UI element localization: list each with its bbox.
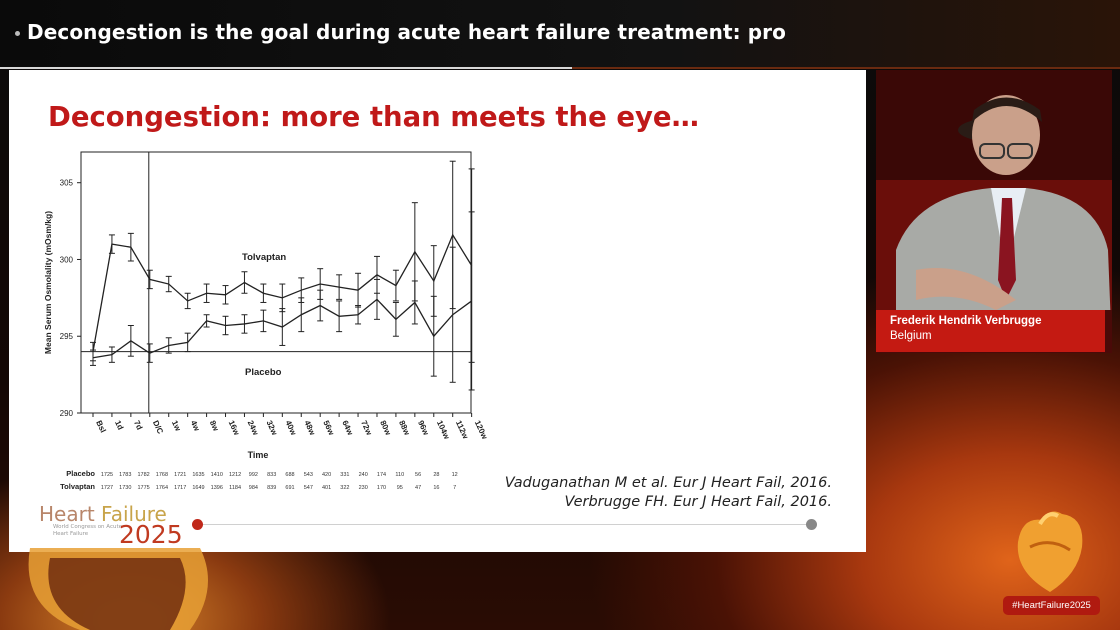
n-table-value: 984 bbox=[249, 485, 258, 491]
n-table-value: 1730 bbox=[119, 485, 131, 491]
timeline-start-dot bbox=[192, 519, 203, 530]
slide-title: Decongestion: more than meets the eye… bbox=[48, 101, 700, 133]
n-table-value: 174 bbox=[377, 472, 386, 478]
progress-divider bbox=[0, 67, 572, 69]
session-title: Decongestion is the goal during acute he… bbox=[27, 20, 786, 44]
title-bar: Decongestion is the goal during acute he… bbox=[0, 0, 1120, 68]
n-table-value: 95 bbox=[397, 485, 403, 491]
speaker-name: Frederik Hendrik Verbrugge bbox=[890, 315, 1042, 327]
x-tick-label: 64w bbox=[340, 419, 355, 437]
reference-2: Verbrugge FH. Eur J Heart Fail, 2016. bbox=[564, 494, 833, 510]
x-tick-label: 104w bbox=[435, 419, 452, 441]
x-tick-label: 1d bbox=[113, 419, 125, 431]
logo-heart: Heart bbox=[39, 502, 102, 526]
n-table-value: 691 bbox=[285, 485, 294, 491]
n-table-value: 1635 bbox=[192, 472, 204, 478]
heart-decoration-left bbox=[28, 548, 209, 630]
n-table-value: 992 bbox=[249, 472, 258, 478]
presentation-slide: Decongestion: more than meets the eye… 2… bbox=[9, 70, 866, 552]
x-tick-label: Bsl bbox=[94, 419, 107, 434]
n-table-value: 230 bbox=[359, 485, 368, 491]
n-table-value: 1717 bbox=[174, 485, 186, 491]
n-table-value: 401 bbox=[322, 485, 331, 491]
timeline-end-dot bbox=[806, 519, 817, 530]
references: Vaduganathan M et al. Eur J Heart Fail, … bbox=[505, 474, 832, 512]
x-tick-label: 24w bbox=[246, 419, 261, 437]
n-table-value: 1775 bbox=[137, 485, 149, 491]
x-tick-label: 96w bbox=[416, 419, 431, 437]
n-table-value: 1396 bbox=[211, 485, 223, 491]
series-label-tolvaptan: Tolvaptan bbox=[242, 252, 286, 263]
n-table-value: 1725 bbox=[101, 472, 113, 478]
speaker-country: Belgium bbox=[890, 330, 932, 342]
n-table-value: 16 bbox=[433, 485, 439, 491]
x-tick-label: 8w bbox=[208, 419, 221, 433]
n-table-value: 420 bbox=[322, 472, 331, 478]
heart-failure-logo: Heart Failure World Congress on Acute He… bbox=[39, 502, 183, 549]
n-table-value: 331 bbox=[340, 472, 349, 478]
n-table-value: 7 bbox=[453, 485, 456, 491]
x-tick-label: 112w bbox=[454, 419, 471, 441]
n-table-value: 543 bbox=[304, 472, 313, 478]
n-table-value: 688 bbox=[285, 472, 294, 478]
logo-failure: Failure bbox=[101, 502, 167, 526]
n-table-value: 1721 bbox=[174, 472, 186, 478]
heart-icon bbox=[1017, 511, 1083, 592]
x-tick-label: 56w bbox=[321, 419, 336, 437]
bullet-icon bbox=[15, 31, 20, 36]
x-tick-label: 48w bbox=[302, 419, 317, 437]
n-table-value: 1783 bbox=[119, 472, 131, 478]
x-axis-label: Time bbox=[248, 450, 269, 460]
n-table-value: 12 bbox=[452, 472, 458, 478]
n-table-value: 240 bbox=[359, 472, 368, 478]
x-tick-label: 80w bbox=[378, 419, 393, 437]
reference-1: Vaduganathan M et al. Eur J Heart Fail, … bbox=[504, 475, 832, 491]
x-tick-label: 40w bbox=[284, 419, 299, 437]
n-table-value: 322 bbox=[340, 485, 349, 491]
y-tick-label: 290 bbox=[60, 409, 74, 418]
n-table-value: 1649 bbox=[192, 485, 204, 491]
n-table-value: 170 bbox=[377, 485, 386, 491]
n-table-value: 1410 bbox=[211, 472, 223, 478]
y-tick-label: 300 bbox=[60, 255, 74, 264]
y-tick-label: 305 bbox=[60, 179, 74, 188]
x-tick-label: 120w bbox=[473, 419, 490, 441]
n-table-value: 56 bbox=[415, 472, 421, 478]
x-tick-label: 88w bbox=[397, 419, 412, 437]
n-table-value: 1764 bbox=[156, 485, 168, 491]
slide-timeline bbox=[199, 524, 811, 525]
speaker-name-tag: Frederik Hendrik Verbrugge Belgium bbox=[876, 310, 1105, 352]
divider bbox=[572, 67, 1120, 69]
n-table-value: 28 bbox=[433, 472, 439, 478]
hashtag-badge: #HeartFailure2025 bbox=[1003, 596, 1100, 615]
x-tick-label: 16w bbox=[227, 419, 242, 437]
plot-frame bbox=[80, 151, 472, 414]
n-table-value: 1768 bbox=[156, 472, 168, 478]
x-tick-label: 1w bbox=[170, 419, 183, 433]
x-tick-label: 4w bbox=[189, 419, 202, 433]
n-table-label: Tolvaptan bbox=[60, 482, 95, 491]
n-table-value: 1212 bbox=[229, 472, 241, 478]
n-table-value: 47 bbox=[415, 485, 421, 491]
series-label-placebo: Placebo bbox=[245, 367, 282, 378]
x-tick-label: 32w bbox=[265, 419, 280, 437]
n-table-value: 833 bbox=[267, 472, 276, 478]
logo-subtitle: World Congress on Acute Heart Failure bbox=[53, 524, 123, 537]
x-tick-label: D/C bbox=[151, 419, 165, 435]
n-table-value: 839 bbox=[267, 485, 276, 491]
y-axis-label: Mean Serum Osmolality (mOsm/kg) bbox=[43, 211, 53, 354]
n-table-value: 110 bbox=[395, 472, 404, 478]
n-table-value: 1184 bbox=[229, 485, 241, 491]
x-tick-label: 72w bbox=[359, 419, 374, 437]
n-table-value: 547 bbox=[304, 485, 313, 491]
n-table-value: 1727 bbox=[101, 485, 113, 491]
logo-year: 2025 bbox=[119, 520, 183, 549]
n-table-label: Placebo bbox=[66, 469, 95, 478]
y-tick-label: 295 bbox=[60, 332, 74, 341]
n-table-value: 1782 bbox=[137, 472, 149, 478]
osmolality-chart: 290 295 300 305 Mean Serum Osmolality (mOsm/… bbox=[43, 151, 490, 491]
x-tick-label: 7d bbox=[132, 419, 144, 431]
